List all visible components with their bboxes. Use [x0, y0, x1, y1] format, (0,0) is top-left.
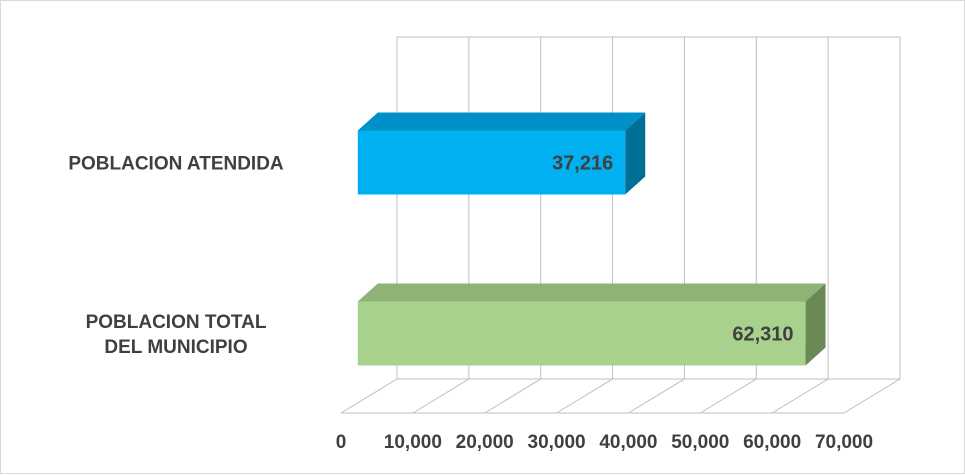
x-tick-label-0: 0	[336, 432, 347, 453]
bar-1	[357, 301, 806, 366]
x-tick-label-5: 50,000	[671, 432, 729, 453]
floor-line-6	[771, 378, 829, 414]
data-label-0: 37,216	[552, 153, 613, 175]
x-tick-label-3: 30,000	[528, 432, 586, 453]
category-label-1: POBLACION TOTAL DEL MUNICIPIO	[86, 312, 267, 358]
x-tick-label-6: 60,000	[743, 432, 801, 453]
data-label-1: 62,310	[732, 324, 793, 346]
floor-line-3	[556, 378, 613, 414]
bar-top-1	[357, 283, 826, 302]
floor-line-0	[340, 378, 398, 414]
floor-line-2	[484, 378, 541, 414]
bar-0	[357, 130, 626, 195]
x-tick-label-7: 70,000	[815, 432, 873, 453]
bar-top-0	[357, 112, 646, 131]
x-tick-label-2: 20,000	[456, 432, 514, 453]
floor-line-5	[700, 378, 757, 414]
floor-line-7	[843, 378, 901, 414]
bar-side-0	[625, 112, 646, 195]
category-label-line: POBLACION ATENDIDA	[68, 154, 284, 175]
x-tick-label-1: 10,000	[384, 432, 442, 453]
category-label-0: POBLACION ATENDIDA	[68, 154, 284, 175]
category-label-line: DEL MUNICIPIO	[104, 337, 247, 358]
floor-line-4	[628, 378, 685, 414]
category-label-line: POBLACION TOTAL	[86, 312, 267, 333]
bar-side-1	[805, 283, 826, 366]
x-tick-label-4: 40,000	[599, 432, 657, 453]
floor-line-1	[412, 378, 470, 414]
